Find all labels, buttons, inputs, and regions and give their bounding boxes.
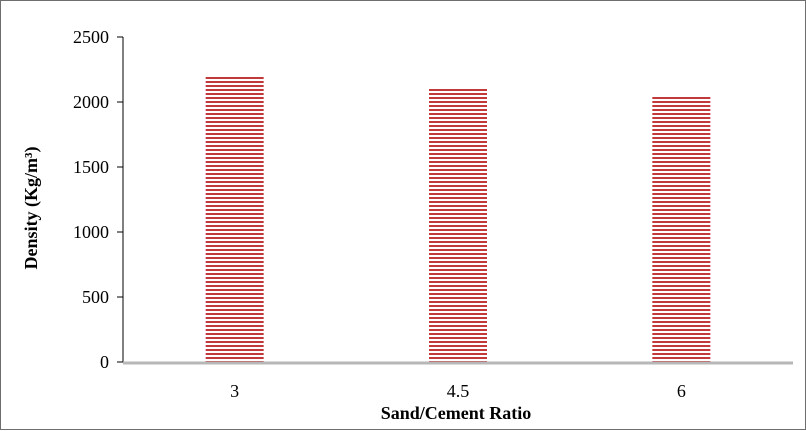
x-tick-label: 6 (677, 381, 686, 401)
bar-6 (652, 96, 711, 363)
bar-3 (205, 76, 264, 362)
x-axis: 3 4.5 6 (123, 361, 793, 401)
x-tick-label: 3 (230, 381, 239, 401)
y-tick-label: 0 (100, 352, 109, 372)
x-axis-title: Sand/Cement Ratio (381, 403, 532, 423)
y-tick-label: 2500 (73, 27, 109, 47)
y-axis-title: Density (Kg/m³) (21, 147, 42, 270)
x-tick-label: 4.5 (447, 381, 470, 401)
y-axis: 0 500 1000 1500 2000 2500 (73, 27, 124, 372)
y-tick-label: 1000 (73, 222, 109, 242)
y-tick-label: 1500 (73, 157, 109, 177)
bar-4.5 (429, 87, 487, 362)
y-tick-label: 500 (82, 287, 109, 307)
y-tick-label: 2000 (73, 92, 109, 112)
bars-group (205, 76, 711, 363)
